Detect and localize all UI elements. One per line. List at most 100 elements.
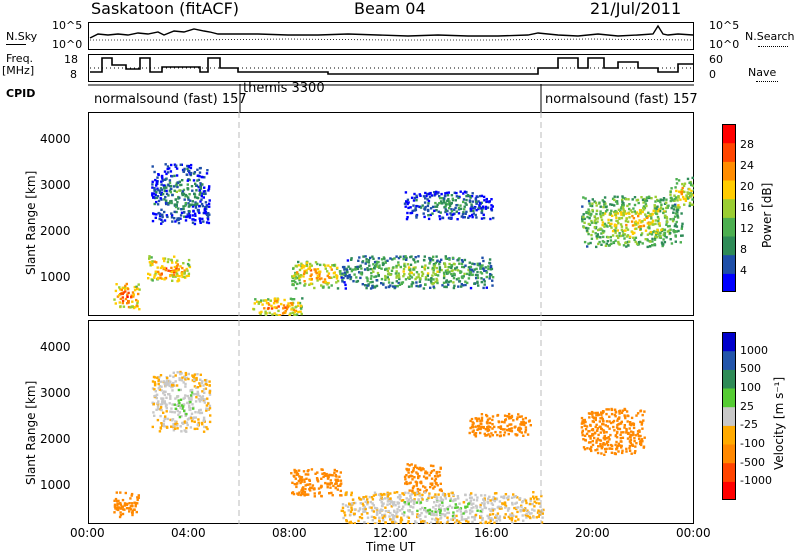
velocity-cell-6 [399,521,403,524]
power-cell-5 [460,285,463,288]
power-cell-6 [491,205,494,208]
power-cell-6 [415,194,418,197]
velocity-cell-1 [154,382,157,386]
velocity-cell-4 [484,434,487,437]
velocity-colorbar-band-8 [722,332,736,352]
power-cell-6 [409,206,412,209]
power-cell-7 [659,207,663,210]
velocity-cell-5 [589,448,592,451]
velocity-cell-0 [119,513,123,517]
power-cell-7 [614,214,618,217]
velocity-cell-5 [622,431,625,434]
power-cell-7 [654,235,657,238]
power-cell-4 [300,262,303,265]
power-cell-8 [691,198,694,201]
velocity-cell-6 [372,516,376,519]
power-cell-6 [425,194,428,198]
power-cell-2 [161,177,164,180]
power-cell-7 [601,240,605,243]
power-cell-4 [296,282,299,286]
power-cell-8 [681,182,684,186]
power-cell-7 [598,240,601,244]
power-cell-2 [166,167,169,171]
power-cell-2 [198,217,201,220]
power-cell-8 [670,187,673,190]
velocity-cell-1 [194,411,197,414]
power-cell-5 [395,266,398,269]
velocity-cell-6 [514,502,517,505]
power-cell-5 [347,275,350,278]
power-cell-4 [316,268,320,271]
velocity-cell-6 [410,499,414,502]
power-cell-7 [599,210,602,213]
velocity-cell-1 [174,420,177,423]
velocity-cell-5 [628,444,632,448]
power-cell-2 [205,172,209,175]
power-cell-2 [182,188,186,192]
power-cell-7 [666,220,669,224]
velocity-cell-2 [298,491,301,494]
velocity-cell-3 [424,470,427,473]
cpid-segment-2: themis 3300 [243,81,325,96]
power-cell-2 [208,185,211,188]
power-cell-7 [637,201,640,205]
power-cell-7 [598,201,601,204]
power-cell-0 [135,298,138,302]
velocity-cell-6 [371,519,374,522]
power-cell-7 [675,230,678,233]
power-cell-2 [175,167,179,170]
power-cell-5 [436,281,439,285]
power-cell-6 [449,212,452,215]
power-cell-6 [449,202,453,205]
velocity-cell-1 [166,380,169,384]
power-cell-2 [151,186,154,189]
power-cell-7 [633,210,636,213]
power-cell-4 [336,266,339,270]
x-tick-0: 00:00 [70,526,105,540]
velocity-cell-6 [407,509,410,512]
power-cell-2 [204,192,207,195]
velocity-cell-6 [514,519,517,523]
velocity-cell-5 [595,423,598,426]
power-cell-2 [181,179,184,182]
velocity-cell-5 [630,430,633,433]
velocity-cell-6 [425,511,428,514]
power-cell-8 [692,188,694,192]
velocity-cell-6 [372,504,375,507]
velocity-cell-6 [531,502,534,506]
power-cell-7 [663,216,667,219]
power-cell-5 [462,275,465,278]
velocity-cell-6 [352,501,355,505]
velocity-cell-6 [393,501,396,504]
power-cell-7 [621,198,624,202]
velocity-cell-6 [541,512,544,515]
velocity-cell-6 [503,496,506,500]
power-cell-5 [349,275,352,279]
velocity-cell-3 [429,485,432,489]
power-cell-0 [121,292,124,296]
velocity-cell-6 [344,504,348,507]
velocity-cell-1 [179,378,182,382]
power-cell-7 [596,217,600,220]
velocity-cell-6 [532,497,536,500]
power-cell-4 [310,264,313,267]
power-cell-0 [121,301,124,305]
power-cell-7 [676,216,680,219]
velocity-cell-6 [504,505,508,508]
velocity-cell-6 [387,509,390,513]
power-cell-7 [649,222,652,225]
power-cell-2 [195,189,198,192]
velocity-cell-3 [415,471,418,474]
power-cell-6 [465,210,468,214]
power-cell-6 [414,208,418,212]
power-cell-2 [180,211,184,214]
velocity-cell-3 [418,466,422,470]
velocity-cell-6 [493,508,496,511]
power-cell-7 [663,240,667,244]
power-cell-3 [283,298,286,302]
velocity-cell-1 [208,391,211,394]
power-cell-3 [286,306,289,309]
power-cell-7 [617,222,620,225]
power-cell-3 [264,314,268,316]
velocity-cell-5 [610,451,614,454]
